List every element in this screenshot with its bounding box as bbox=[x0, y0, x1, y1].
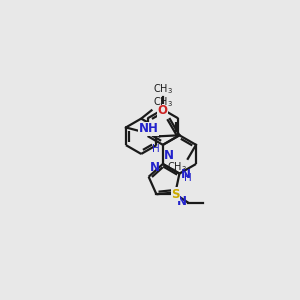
Text: CH$_3$: CH$_3$ bbox=[153, 96, 173, 110]
Text: H: H bbox=[152, 144, 160, 154]
Text: NH: NH bbox=[139, 122, 159, 135]
Text: CH$_3$: CH$_3$ bbox=[153, 82, 173, 96]
Text: H: H bbox=[184, 173, 192, 183]
Text: N: N bbox=[181, 167, 191, 181]
Text: N: N bbox=[177, 195, 187, 208]
Text: N: N bbox=[164, 148, 174, 162]
Text: O: O bbox=[158, 104, 168, 117]
Text: CH$_3$: CH$_3$ bbox=[167, 160, 187, 174]
Text: N: N bbox=[150, 161, 160, 174]
Text: S: S bbox=[171, 188, 180, 201]
